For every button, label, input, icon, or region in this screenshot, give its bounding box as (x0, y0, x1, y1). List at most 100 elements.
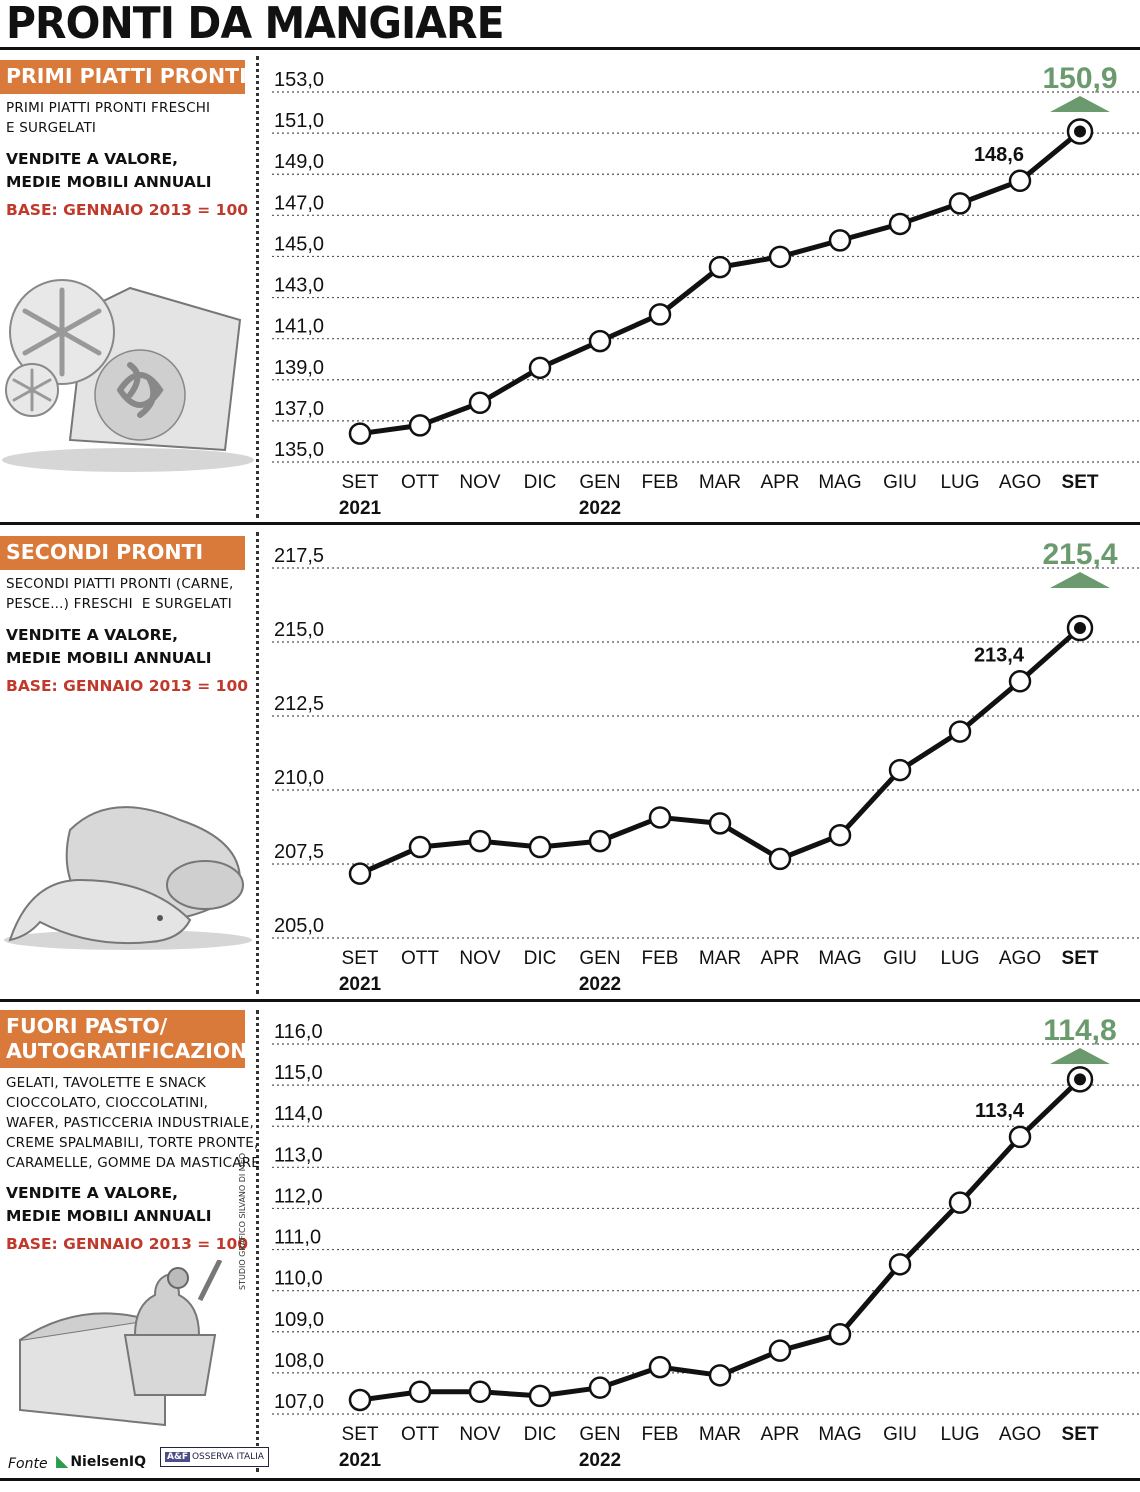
data-point (408, 1380, 432, 1404)
panel-label: SECONDI PRONTI (0, 536, 245, 570)
x-tick-label: MAG (818, 1424, 861, 1445)
y-tick-label: 212,5 (274, 693, 324, 715)
y-tick-label: 112,0 (274, 1185, 323, 1207)
chart-body: 205,0 207,5 210,0 212,5 215,0 217,5 SET OTT NOV D… (272, 538, 1140, 995)
cake-icecream-icon (19, 1260, 223, 1427)
x-tick-label: MAG (818, 472, 861, 493)
x-tick-label: OTT (401, 1424, 439, 1445)
x-tick-label: FEB (642, 472, 679, 493)
chart-body: 107,0 108,0 109,0 110,0 111,0 112,0 113,0 114,0… (272, 1014, 1140, 1471)
divider (0, 522, 1140, 525)
nielseniq-logo: ◣ NielsenIQ (56, 1451, 147, 1470)
y-tick-label: 108,0 (274, 1350, 324, 1372)
snowflake-icon (5, 279, 115, 417)
year-label: 2021 (339, 498, 382, 519)
x-tick-label: NOV (459, 948, 501, 969)
data-point (468, 829, 492, 853)
highlight-value: 114,8 (1043, 1014, 1116, 1047)
data-point (828, 1322, 852, 1346)
meat-fish-icon (4, 806, 252, 950)
data-label: 148,6 (974, 144, 1024, 166)
source-mark: A&F (165, 1452, 190, 1462)
x-tick-label: APR (760, 472, 799, 493)
y-tick-label: 151,0 (274, 110, 324, 132)
x-tick-label: SET (1062, 1424, 1099, 1445)
y-tick-label: 145,0 (274, 233, 324, 255)
data-point (528, 835, 552, 859)
y-tick-label: 147,0 (274, 192, 324, 214)
x-tick-label: FEB (642, 948, 679, 969)
x-tick-label: MAR (699, 1424, 741, 1445)
panel-description: GELATI, TAVOLETTE E SNACK CIOCCOLATO, CI… (6, 1075, 261, 1171)
y-tick-label: 217,5 (274, 545, 324, 567)
x-tick-label: DIC (524, 472, 557, 493)
x-tick-label: MAR (699, 472, 741, 493)
panel-base: BASE: GENNAIO 2013 = 100 (6, 201, 249, 219)
x-tick-label: NOV (459, 472, 501, 493)
data-point (708, 812, 732, 835)
source-name: NielsenIQ (70, 1454, 147, 1470)
x-tick-label: LUG (940, 948, 979, 969)
panel-base: BASE: GENNAIO 2013 = 100 (6, 1235, 249, 1253)
x-tick-label: DIC (524, 948, 557, 969)
source-label: Fonte (8, 1456, 48, 1472)
data-point (648, 806, 672, 829)
data-point (1008, 169, 1032, 193)
panel-label: FUORI PASTO/ AUTOGRATIFICAZIONE (0, 1010, 245, 1068)
x-tick-label: GIU (883, 472, 917, 493)
y-tick-label: 135,0 (274, 439, 324, 461)
data-point (348, 862, 372, 885)
panel-measure: VENDITE A VALORE, MEDIE MOBILI ANNUALI (6, 150, 212, 191)
data-label: 213,4 (974, 644, 1025, 666)
x-tick-label: OTT (401, 948, 439, 969)
data-point (468, 391, 492, 415)
data-point (528, 356, 552, 380)
year-label: 2022 (579, 498, 621, 519)
x-tick-label: APR (760, 948, 799, 969)
x-tick-label: LUG (940, 1424, 979, 1445)
y-tick-label: 141,0 (274, 316, 324, 338)
x-tick-label: MAG (818, 948, 861, 969)
data-point (528, 1384, 552, 1408)
series-line (359, 129, 1082, 437)
data-point (888, 1253, 912, 1276)
x-tick-label: LUG (940, 472, 979, 493)
data-point (888, 758, 912, 782)
x-tick-label: FEB (642, 1424, 679, 1445)
chart-body: 135,0 137,0 139,0 141,0 143,0 145,0 147,0 149,0… (272, 62, 1140, 519)
data-point (708, 255, 732, 279)
divider (0, 1478, 1140, 1481)
y-tick-label: 210,0 (274, 767, 324, 789)
data-point (1008, 670, 1032, 693)
data-point (828, 229, 852, 252)
data-point (588, 829, 612, 853)
x-tick-label: GIU (883, 1424, 917, 1445)
page-title: PRONTI DA MANGIARE (6, 0, 505, 49)
year-label: 2021 (339, 1450, 382, 1471)
y-tick-label: 139,0 (274, 357, 324, 379)
x-tick-label: SET (342, 1424, 379, 1445)
year-label: 2022 (579, 1450, 621, 1471)
up-arrow-icon (1050, 572, 1110, 588)
x-tick-label: AGO (999, 1424, 1041, 1445)
data-point (768, 245, 792, 269)
data-point-center (1074, 1073, 1086, 1086)
data-point (1008, 1125, 1032, 1149)
up-arrow-icon (1050, 96, 1110, 112)
y-tick-label: 113,0 (274, 1144, 323, 1166)
data-point (588, 1376, 612, 1399)
y-tick-label: 153,0 (274, 69, 324, 91)
y-tick-label: 215,0 (274, 619, 324, 641)
credit-text: STUDIO GRAFICO SILVANO DI MEO (238, 1152, 247, 1290)
year-label: 2021 (339, 974, 382, 995)
data-point (408, 414, 432, 437)
y-tick-label: 115,0 (274, 1062, 323, 1084)
data-point (408, 835, 432, 859)
x-tick-label: OTT (401, 472, 439, 493)
y-tick-label: 116,0 (274, 1021, 323, 1043)
panel-label: PRIMI PIATTI PRONTI (0, 60, 245, 94)
data-point-center (1074, 622, 1086, 634)
panel-measure: VENDITE A VALORE, MEDIE MOBILI ANNUALI (6, 1184, 212, 1225)
column-separator (256, 532, 259, 994)
x-tick-label: AGO (999, 472, 1041, 493)
